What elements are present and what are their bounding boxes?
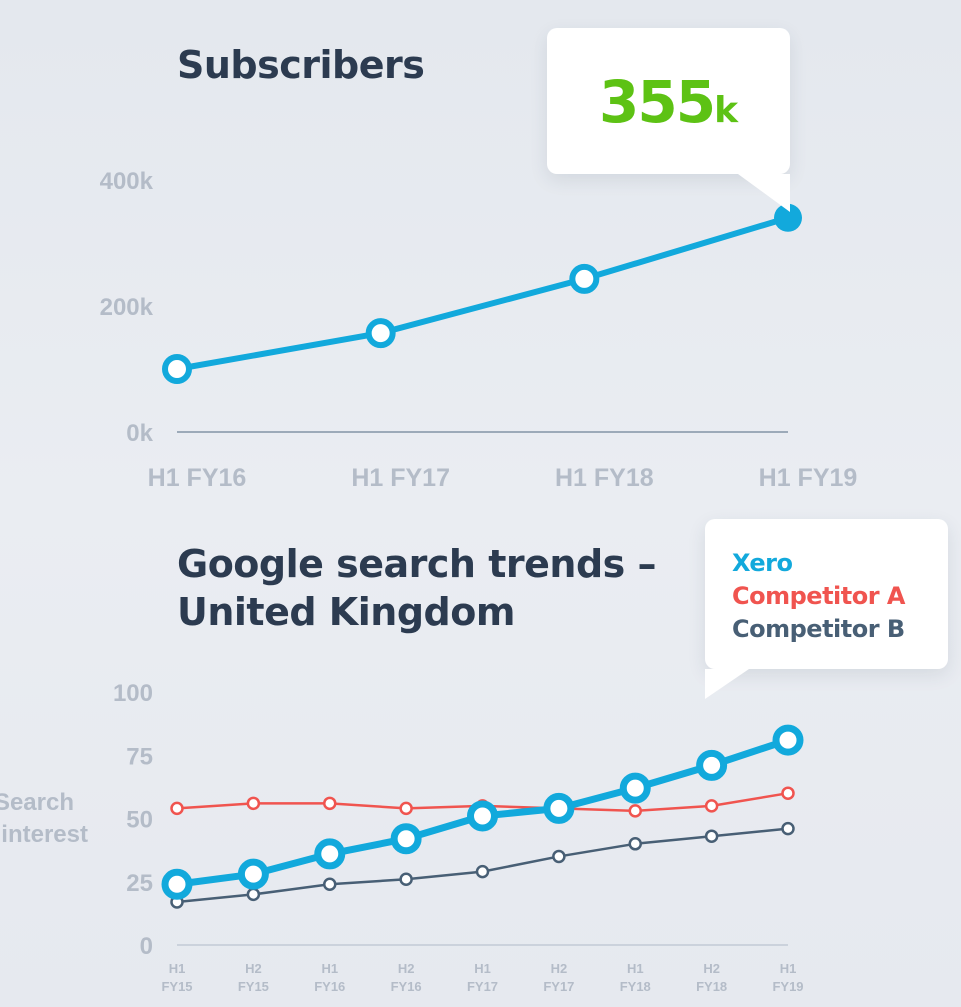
data-point bbox=[162, 354, 192, 384]
subscribers-chart-title: Subscribers bbox=[177, 43, 425, 87]
data-point-xero bbox=[237, 858, 269, 890]
data-point-competitor-b bbox=[552, 849, 566, 864]
x-tick-label: H1 FY16 bbox=[314, 961, 345, 994]
subscribers-callout-value: 355k bbox=[598, 68, 739, 136]
data-point-competitor-b bbox=[781, 821, 795, 836]
legend-item-competitor-b: Competitor B bbox=[732, 615, 905, 643]
x-tick-label: H1 FY17 bbox=[467, 961, 498, 994]
subscribers-callout: 355k bbox=[547, 28, 790, 212]
y-tick-label: 25 bbox=[126, 870, 153, 897]
x-tick-label: H2 FY15 bbox=[238, 961, 269, 994]
legend-item-competitor-a: Competitor A bbox=[732, 582, 906, 610]
series-line-subscribers bbox=[174, 214, 791, 372]
x-tick-label: H2 FY16 bbox=[391, 961, 422, 994]
y-tick-label: 0 bbox=[140, 933, 153, 960]
data-point-competitor-b bbox=[170, 895, 184, 909]
subscribers-chart: 0k 200k 400k H1 FY16 H1 FY17 H1 FY18 H1 FY19 bbox=[100, 168, 858, 492]
data-point-competitor-a bbox=[628, 804, 642, 818]
y-tick-label: 100 bbox=[113, 680, 153, 707]
series-line-competitor-a bbox=[175, 791, 790, 813]
x-tick-label: H1 FY15 bbox=[161, 961, 192, 994]
data-point-competitor-b bbox=[399, 872, 413, 886]
legend-item-xero: Xero bbox=[732, 549, 793, 577]
data-point-xero bbox=[161, 868, 193, 900]
x-tick-label: H2 FY18 bbox=[696, 961, 727, 994]
series-line-xero bbox=[173, 736, 792, 888]
data-point-xero bbox=[314, 838, 346, 870]
data-point-competitor-a bbox=[704, 799, 719, 813]
y-axis-label: Search interest bbox=[0, 789, 88, 848]
data-point-competitor-a bbox=[781, 786, 795, 800]
search-trends-legend: Xero Competitor A Competitor B bbox=[705, 519, 948, 699]
x-tick-label: H1 FY18 bbox=[555, 464, 654, 492]
y-tick-label: 75 bbox=[126, 743, 153, 770]
data-point-xero bbox=[619, 772, 651, 804]
x-tick-label: H1 FY18 bbox=[620, 961, 651, 994]
series-line-competitor-b bbox=[175, 827, 790, 904]
x-tick-label: H1 FY19 bbox=[772, 961, 803, 994]
data-point-xero bbox=[772, 724, 804, 756]
y-tick-label: 400k bbox=[100, 168, 154, 195]
data-point-xero bbox=[696, 749, 728, 781]
x-tick-label: H2 FY17 bbox=[543, 961, 574, 994]
data-point-competitor-b bbox=[323, 877, 337, 892]
data-point-competitor-a bbox=[170, 801, 184, 816]
data-point-competitor-b bbox=[475, 864, 490, 879]
search-trends-chart-title: Google search trends – United Kingdom bbox=[177, 542, 657, 634]
data-point-competitor-a bbox=[323, 796, 337, 811]
data-point-xero bbox=[543, 792, 575, 824]
data-point-competitor-b bbox=[246, 887, 261, 902]
x-tick-label: H1 FY17 bbox=[351, 464, 450, 492]
y-tick-label: 50 bbox=[126, 807, 153, 834]
data-point bbox=[365, 318, 396, 349]
x-tick-label: H1 FY19 bbox=[759, 464, 858, 492]
y-tick-label: 0k bbox=[126, 420, 153, 447]
data-point-competitor-a bbox=[475, 799, 490, 813]
data-point-xero bbox=[467, 800, 498, 832]
data-point-xero bbox=[390, 823, 422, 855]
data-point-competitor-a bbox=[552, 801, 566, 816]
data-point-competitor-a bbox=[399, 801, 413, 816]
data-point bbox=[569, 263, 600, 294]
x-tick-label: H1 FY16 bbox=[148, 464, 247, 492]
data-point-competitor-b bbox=[704, 829, 719, 843]
y-tick-label: 200k bbox=[100, 294, 154, 321]
data-point-competitor-a bbox=[246, 796, 261, 811]
data-point-competitor-b bbox=[628, 837, 642, 851]
